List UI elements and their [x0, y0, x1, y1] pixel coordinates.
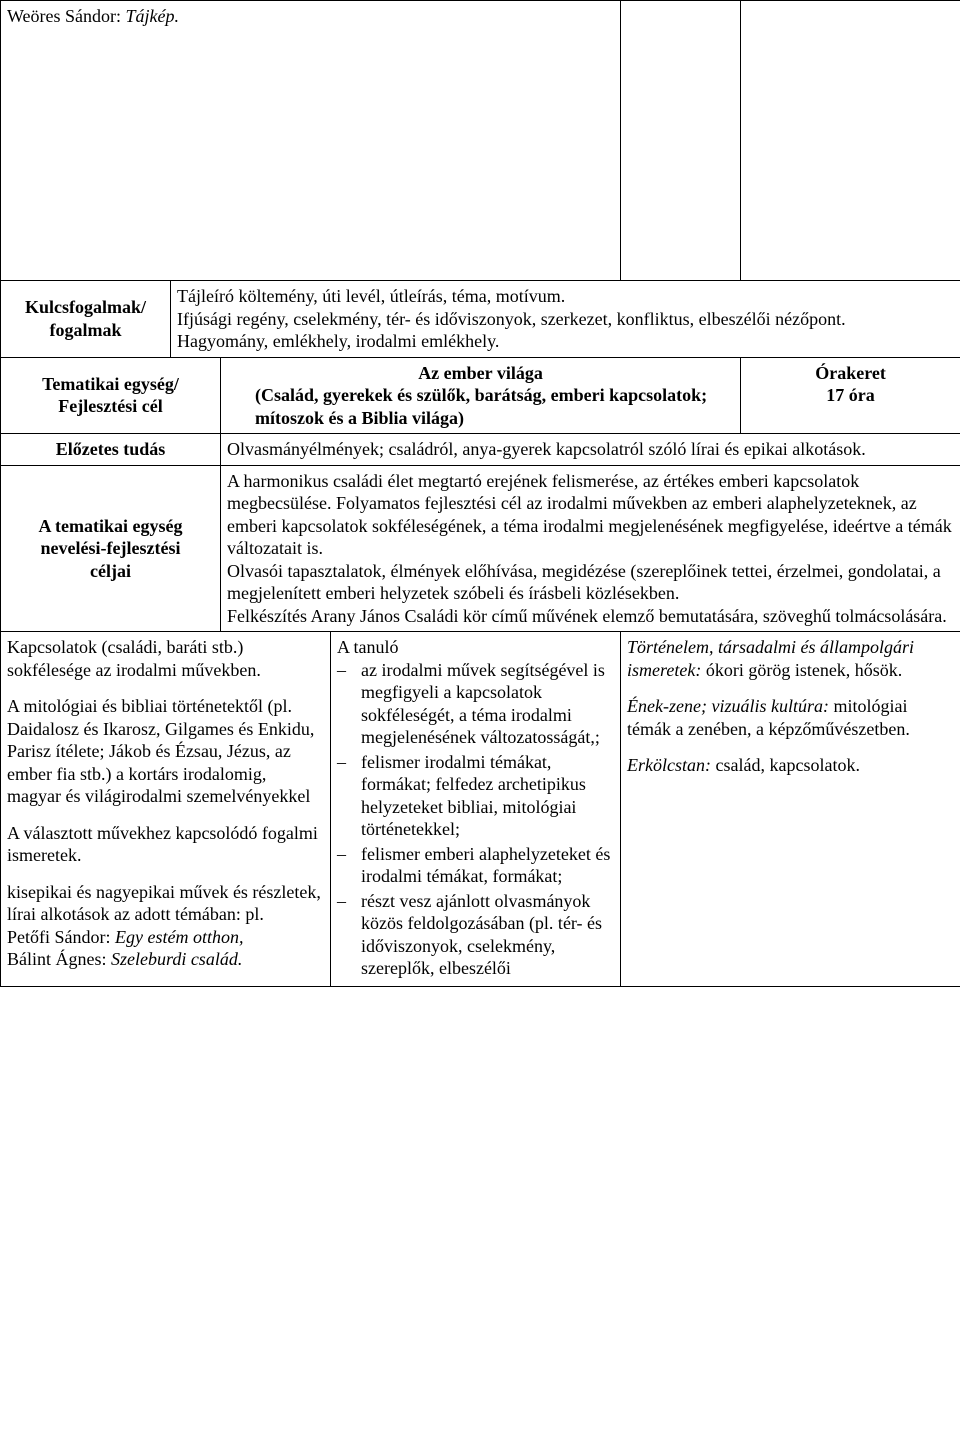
paragraph: Petőfi Sándor: Egy estém otthon, — [7, 926, 324, 949]
tematikai-content: Az ember világa (Család, gyerekek és szü… — [221, 357, 741, 434]
elozetes-content: Olvasmányélmények; családról, anya-gyere… — [221, 434, 960, 466]
list-item: részt vesz ajánlott olvasmányok közös fe… — [361, 890, 614, 980]
kulcsfogalmak-content: Tájleíró költemény, úti levél, útleírás,… — [171, 281, 960, 358]
list-item: az irodalmi művek segítségével is megfig… — [361, 659, 614, 749]
paragraph: kisepikai és nagyepikai művek és részlet… — [7, 881, 324, 926]
paragraph: Történelem, társadalmi és állampolgári i… — [627, 636, 954, 681]
section-title: Az ember világa — [227, 362, 734, 385]
bullet-list: az irodalmi művek segítségével is megfig… — [337, 659, 614, 980]
top-reference-cell: Weöres Sándor: Tájkép. — [1, 1, 621, 281]
empty-cell — [621, 1, 741, 281]
orakeret-cell: Órakeret 17 óra — [741, 357, 960, 434]
section-subtitle: (Család, gyerekek és szülők, barátság, e… — [227, 384, 734, 429]
text-line: 17 óra — [747, 384, 954, 407]
list-lead: A tanuló — [337, 636, 614, 659]
text-line: A tematikai egység — [7, 515, 214, 538]
text-line: céljai — [7, 560, 214, 583]
text-line: Tematikai egység/ — [7, 373, 214, 396]
paragraph: A választott művekhez kapcsolódó fogalmi… — [7, 822, 324, 867]
celjai-label: A tematikai egység nevelési-fejlesztési … — [1, 465, 221, 632]
document-page: Weöres Sándor: Tájkép. Kulcsfogalmak/ fo… — [0, 0, 960, 987]
paragraph: Kapcsolatok (családi, baráti stb.) sokfé… — [7, 636, 324, 681]
text-line: Órakeret — [747, 362, 954, 385]
text-line: Ifjúsági regény, cselekmény, tér- és idő… — [177, 308, 954, 331]
content-column-1: Kapcsolatok (családi, baráti stb.) sokfé… — [1, 632, 331, 987]
kulcsfogalmak-label: Kulcsfogalmak/ fogalmak — [1, 281, 171, 358]
list-item: felismer emberi alaphelyzeteket és iroda… — [361, 843, 614, 888]
text-line: Hagyomány, emlékhely, irodalmi emlékhely… — [177, 330, 954, 353]
celjai-content: A harmonikus családi élet megtartó erejé… — [221, 465, 960, 632]
text-line: Tájleíró költemény, úti levél, útleírás,… — [177, 285, 954, 308]
author-text: Weöres Sándor: — [7, 6, 126, 26]
text-line: nevelési-fejlesztési — [7, 537, 214, 560]
empty-cell — [741, 1, 960, 281]
work-title-italic: Tájkép. — [126, 6, 180, 26]
elozetes-label: Előzetes tudás — [1, 434, 221, 466]
text-line: Fejlesztési cél — [7, 395, 214, 418]
paragraph: Erkölcstan: család, kapcsolatok. — [627, 754, 954, 777]
content-column-2: A tanuló az irodalmi művek segítségével … — [331, 632, 621, 987]
paragraph: Bálint Ágnes: Szeleburdi család. — [7, 948, 324, 971]
curriculum-table: Weöres Sándor: Tájkép. Kulcsfogalmak/ fo… — [0, 0, 960, 987]
tematikai-label: Tematikai egység/ Fejlesztési cél — [1, 357, 221, 434]
paragraph: A mitológiai és bibliai történetektől (p… — [7, 695, 324, 808]
list-item: felismer irodalmi témákat, formákat; fel… — [361, 751, 614, 841]
paragraph: Ének-zene; vizuális kultúra: mitológiai … — [627, 695, 954, 740]
content-column-3: Történelem, társadalmi és állampolgári i… — [621, 632, 960, 987]
